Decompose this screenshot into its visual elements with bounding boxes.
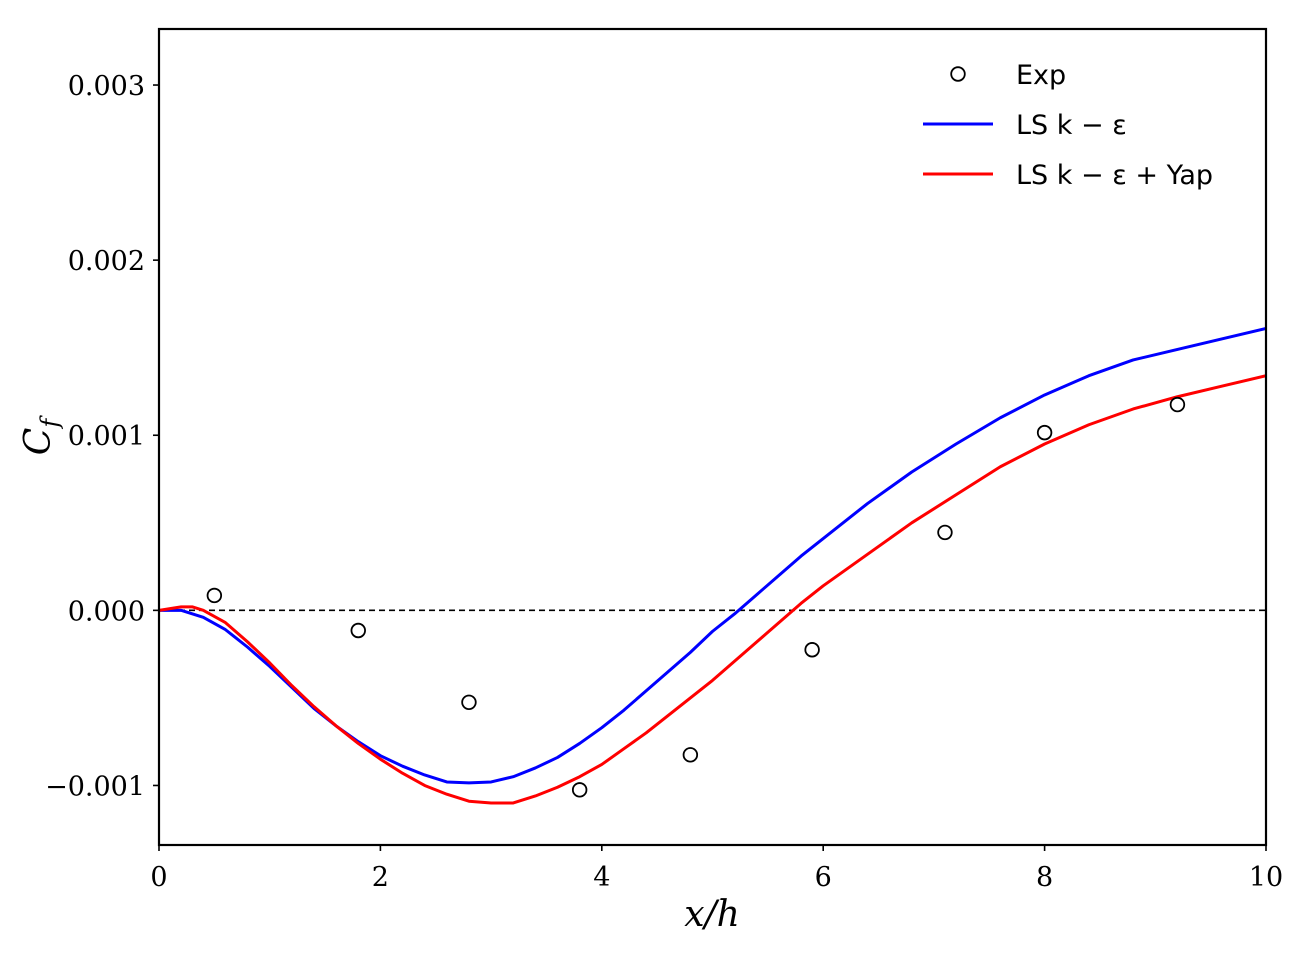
y-axis-label: Cf	[18, 415, 64, 456]
exp-point	[1036, 424, 1053, 441]
legend-entry-exp: Exp	[950, 60, 1066, 91]
x-tick-label: 2	[372, 862, 389, 893]
x-tick-label: 6	[815, 862, 832, 893]
legend-entry-ls-yap: LS k − ε + Yap	[923, 160, 1213, 191]
x-tick-label: 4	[593, 862, 610, 893]
x-tick-label: 10	[1249, 862, 1283, 893]
y-tick-label: 0.003	[68, 71, 145, 102]
exp-point	[1169, 396, 1186, 413]
exp-point	[461, 694, 477, 710]
y-tick-label: −0.001	[45, 771, 145, 802]
exp-point	[804, 642, 820, 658]
legend-label-ls: LS k − ε	[1016, 110, 1127, 141]
x-tick-label: 0	[150, 862, 167, 893]
legend-entry-ls: LS k − ε	[923, 110, 1127, 141]
y-tick-label: 0.001	[68, 421, 145, 452]
y-tick-label: 0.002	[68, 246, 145, 277]
legend-label-exp: Exp	[1016, 60, 1066, 91]
x-ticks: 0 2 4 6 8 10	[150, 845, 1283, 893]
legend-marker-exp	[950, 66, 966, 82]
x-axis-label: x/h	[684, 894, 740, 935]
exp-point	[350, 622, 366, 639]
exp-point	[571, 782, 588, 798]
y-axis-label-main: C	[18, 428, 59, 456]
legend: Exp LS k − ε LS k − ε + Yap	[923, 60, 1213, 191]
y-tick-label: 0.000	[68, 596, 145, 627]
exp-point	[206, 587, 223, 604]
svg-text:Cf: Cf	[18, 415, 64, 456]
x-tick-label: 8	[1036, 862, 1053, 893]
plot-frame	[157, 27, 1268, 847]
exp-point	[937, 524, 953, 541]
legend-label-ls-yap: LS k − ε + Yap	[1016, 160, 1213, 191]
y-axis-label-sub: f	[36, 415, 64, 430]
series-line-2	[159, 374, 1266, 805]
series-layer	[159, 326, 1266, 805]
exp-point	[682, 747, 699, 763]
y-ticks: −0.001 0.000 0.001 0.002 0.003	[45, 71, 159, 802]
marker-layer	[206, 396, 1186, 798]
